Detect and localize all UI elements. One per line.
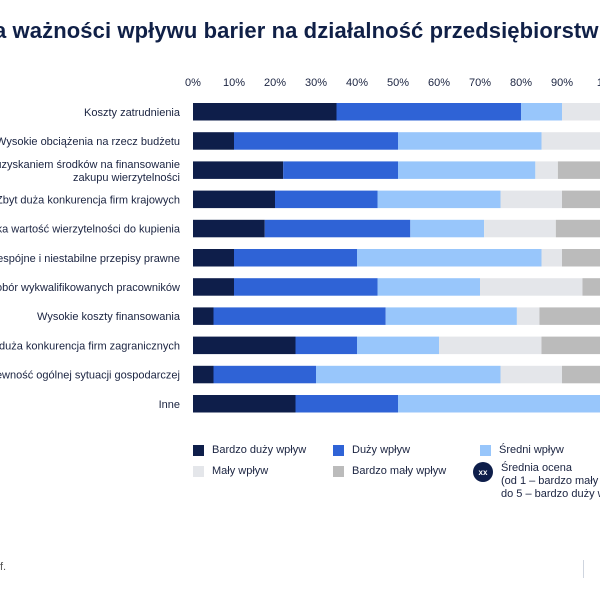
bar-segment <box>336 103 521 121</box>
bar-segment <box>213 307 386 325</box>
chart-title: a ważności wpływu barier na działalność … <box>0 18 599 43</box>
bar-segment <box>516 307 540 325</box>
x-tick-label: 40% <box>346 77 368 89</box>
bar-segment <box>264 219 411 238</box>
bar-segment <box>539 307 600 325</box>
bar-segment <box>193 249 234 267</box>
bar-segment <box>193 395 296 413</box>
bar-segment <box>193 190 275 209</box>
source-note: f. <box>0 561 7 573</box>
bar-segment <box>398 161 536 179</box>
x-tick-label: 20% <box>264 77 286 89</box>
bar-segment <box>377 190 501 209</box>
bar-segment <box>521 103 562 121</box>
bar-segment <box>377 278 480 296</box>
category-label: ka wartość wierzytelności do kupienia <box>0 224 181 236</box>
bar-segment <box>555 219 600 238</box>
bar-segment <box>562 103 600 121</box>
bar-segment <box>557 161 600 179</box>
bar-segment <box>500 190 562 209</box>
category-label: uzyskaniem środków na finansowanie <box>0 159 180 171</box>
category-label: Wysokie koszty finansowania <box>37 311 181 323</box>
bar-segment <box>295 336 357 355</box>
x-tick-label: 0% <box>185 77 201 89</box>
x-tick-label: 10 <box>597 77 600 89</box>
bar-segment <box>295 395 398 413</box>
category-label: Koszty zatrudnienia <box>84 107 181 119</box>
bar-segment <box>500 365 562 384</box>
bar-segment <box>398 132 542 150</box>
category-label: ewność ogólnej sytuacji gospodarczej <box>0 370 180 382</box>
bar-segment <box>275 190 378 209</box>
x-tick-label: 90% <box>551 77 573 89</box>
category-label: espójne i niestabilne przepisy prawne <box>0 253 180 265</box>
bar-segment <box>193 278 234 296</box>
bar-segment <box>385 307 517 325</box>
x-tick-label: 30% <box>305 77 327 89</box>
divider-line <box>583 560 584 578</box>
x-tick-label: 50% <box>387 77 409 89</box>
category-label: zakupu wierzytelności <box>73 172 180 184</box>
bar-segment <box>283 161 398 179</box>
bar-segment <box>193 365 214 384</box>
bar-segment <box>193 132 234 150</box>
bar-segment <box>234 249 357 267</box>
bar-segment <box>193 103 337 121</box>
category-label: Inne <box>159 399 180 411</box>
bar-segment <box>316 365 501 384</box>
bar-segment <box>234 278 378 296</box>
bar-segment <box>398 395 600 413</box>
bar-segment <box>213 365 316 384</box>
x-tick-label: 10% <box>223 77 245 89</box>
bar-segment <box>541 336 600 355</box>
category-label: duża konkurencja firm zagranicznych <box>0 340 180 352</box>
bar-segment <box>535 161 558 179</box>
bar-segment <box>193 307 214 325</box>
category-label: Wysokie obciążenia na rzecz budżetu <box>0 136 180 148</box>
bar-segment <box>562 365 600 384</box>
category-label: obór wykwalifikowanych pracowników <box>0 282 180 294</box>
bar-segment <box>541 249 562 267</box>
bar-segment <box>541 132 600 150</box>
bar-segment <box>193 219 265 238</box>
bar-segment <box>234 132 398 150</box>
bar-segment <box>439 336 542 355</box>
bar-segment <box>193 336 296 355</box>
bar-segment <box>484 219 556 238</box>
bar-segment <box>357 249 542 267</box>
bar-segment <box>562 249 600 267</box>
bar-segment <box>582 278 600 296</box>
category-label: Zbyt duża konkurencja firm krajowych <box>0 194 180 206</box>
bar-segment <box>480 278 583 296</box>
x-tick-label: 60% <box>428 77 450 89</box>
bar-segment <box>193 161 284 179</box>
bar-segment <box>562 190 600 209</box>
bar-segment <box>410 219 485 238</box>
bar-segment <box>357 336 439 355</box>
x-tick-label: 70% <box>469 77 491 89</box>
x-tick-label: 80% <box>510 77 532 89</box>
